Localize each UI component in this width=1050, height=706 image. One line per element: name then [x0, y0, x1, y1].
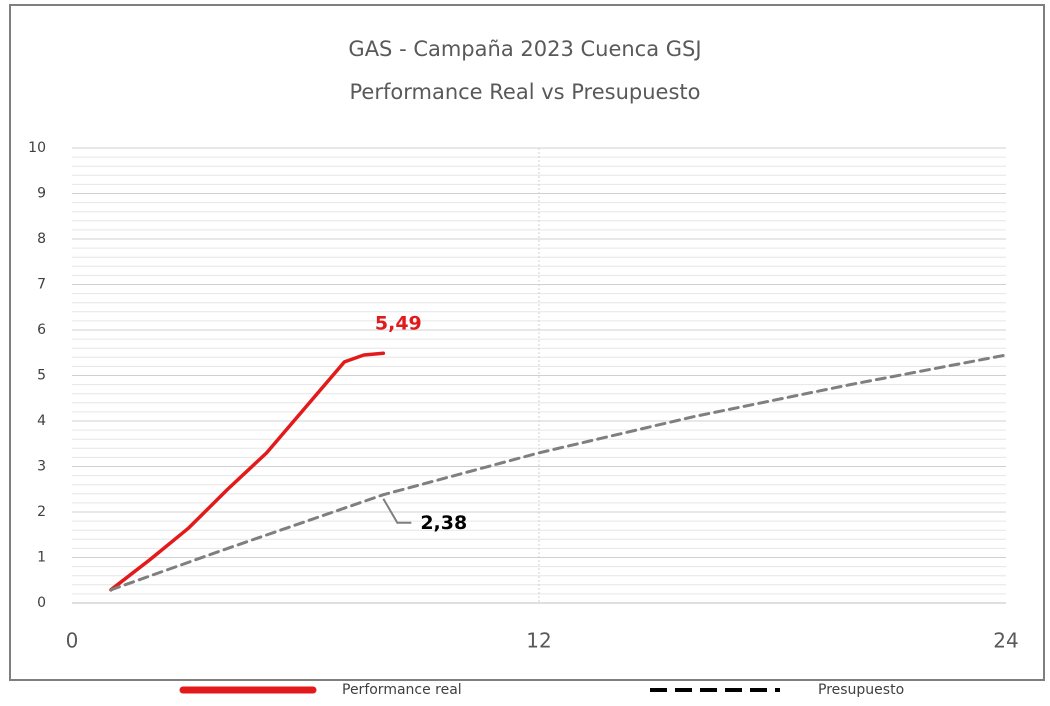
x-tick-label: 12 [526, 629, 551, 653]
chart-subtitle: Performance Real vs Presupuesto [350, 80, 701, 104]
legend-label: Presupuesto [818, 682, 904, 698]
chart-title: GAS - Campaña 2023 Cuenca GSJ [348, 37, 701, 61]
y-tick-label: 0 [37, 595, 46, 611]
y-tick-label: 5 [37, 368, 46, 384]
y-tick-label: 4 [37, 413, 46, 429]
y-tick-label: 6 [37, 322, 46, 338]
y-tick-label: 9 [37, 186, 46, 202]
y-tick-label: 3 [37, 459, 46, 475]
y-tick-label: 8 [37, 231, 46, 247]
legend-label: Performance real [342, 682, 462, 698]
y-tick-label: 2 [37, 504, 46, 520]
line [109, 353, 1008, 592]
y-tick-label: 1 [37, 550, 46, 566]
line [109, 351, 386, 592]
x-tick-label: 24 [993, 629, 1018, 653]
x-tick-label: 0 [66, 629, 79, 653]
label-leader [382, 498, 412, 524]
chart-frame [9, 4, 1045, 681]
y-tick-label: 7 [37, 277, 46, 293]
data-label: 2,38 [420, 512, 467, 534]
data-label: 5,49 [375, 313, 422, 335]
y-tick-label: 10 [28, 140, 46, 156]
